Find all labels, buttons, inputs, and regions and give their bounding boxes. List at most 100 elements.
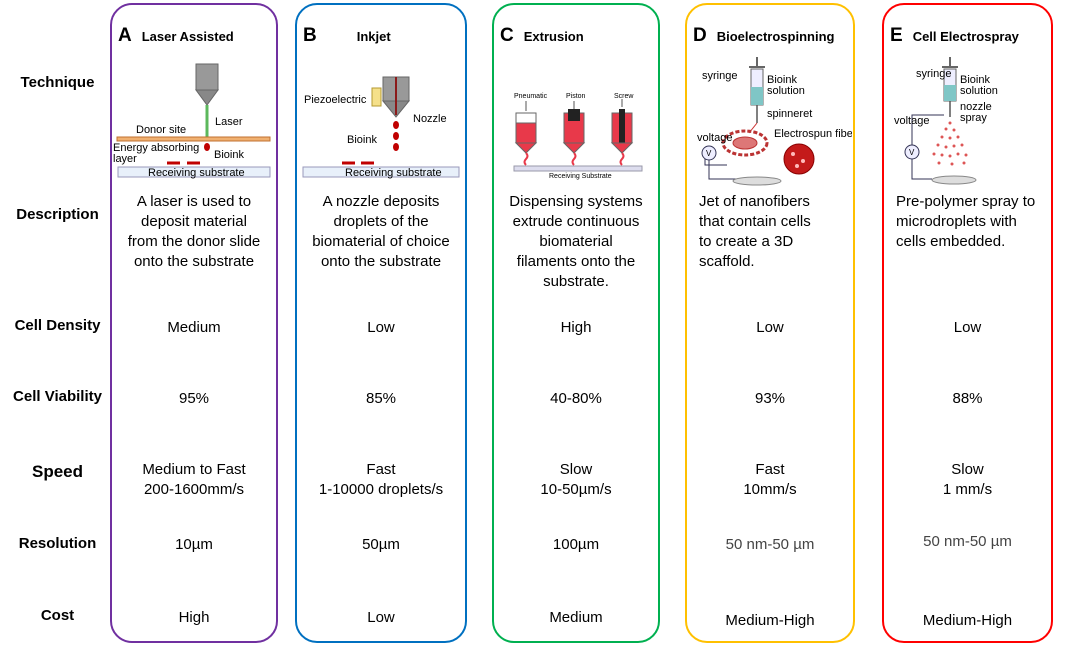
letter: D <box>693 25 707 46</box>
cost: Low <box>367 609 395 626</box>
illustration: Piezoelectric Nozzle Bioink Receiving su… <box>302 76 460 179</box>
label: Pneumatic <box>514 93 548 100</box>
description: Dispensing systems extrude continuous biom… <box>494 192 658 292</box>
resolution: 100µm <box>552 536 600 553</box>
header: B Inkjet <box>303 25 461 47</box>
description-line: Dispensing systems <box>509 193 643 210</box>
description-line: A nozzle deposits <box>322 193 440 210</box>
label: spinneret <box>767 108 812 120</box>
speed-line: Slow <box>559 461 593 478</box>
row-label: Cell Density <box>14 317 101 334</box>
label: Electrospun fiber <box>774 128 852 140</box>
cell-density: Low <box>953 319 982 336</box>
label: V <box>909 148 915 157</box>
label: Donor site <box>136 124 186 136</box>
row-label: Speed <box>31 462 84 481</box>
resolution: 50µm <box>362 536 400 553</box>
speed-line: Slow <box>951 461 984 478</box>
label: syringe <box>702 70 737 82</box>
column: A Laser Assisted Donor site Laser Energy … <box>110 3 278 643</box>
description-line: that contain cells <box>699 213 811 230</box>
cost: High <box>178 609 210 626</box>
title: Cell Electrospray <box>912 29 1019 44</box>
speed: Fast 1-10000 droplets/s <box>297 460 465 500</box>
illustration: syringe Bioink solution voltage nozzle s… <box>894 57 998 185</box>
title: Laser Assisted <box>141 29 234 44</box>
column: D Bioelectrospinning syringe Bioink solut… <box>685 3 855 643</box>
speed: Fast 10mm/s <box>687 460 853 500</box>
column: C Extrusion Pneumatic Piston Screw Receiv… <box>492 3 660 643</box>
description: A laser is used to deposit material from t… <box>112 192 276 272</box>
cell-density: Medium <box>167 319 221 336</box>
row-label: Description <box>16 206 99 223</box>
label: Energy absorbing <box>113 142 199 154</box>
speed-line: 1-10000 droplets/s <box>318 481 444 498</box>
cell-viability: 88% <box>952 390 983 407</box>
description-line: Pre-polymer spray to <box>896 193 1036 210</box>
description-line: substrate. <box>543 273 609 290</box>
illustration: Donor site Laser Energy absorbing layer … <box>113 63 271 179</box>
description: Pre-polymer spray to microdroplets with ce… <box>884 192 1051 252</box>
description-line: scaffold. <box>699 253 755 270</box>
description: Jet of nanofibers that contain cells to cr… <box>687 192 853 272</box>
column: E Cell Electrospray syringe Bioink soluti… <box>882 3 1053 643</box>
label: Bioink <box>347 134 377 146</box>
label: Piezoelectric <box>304 94 367 106</box>
label: V <box>706 149 712 158</box>
description-line: biomaterial <box>539 233 613 250</box>
description-line: cells embedded. <box>896 233 1006 250</box>
label: Nozzle <box>413 113 447 125</box>
cell-viability: 93% <box>754 390 786 407</box>
speed-line: Fast <box>366 461 396 478</box>
column: B Inkjet Piezoelectric Nozzle Bioink Rece… <box>295 3 467 643</box>
speed-line: Medium to Fast <box>142 461 246 478</box>
label: Bioink <box>767 74 797 86</box>
cell-density: Low <box>756 319 784 336</box>
label: voltage <box>697 132 732 144</box>
illustration: syringe Bioink solution spinneret voltag… <box>697 57 852 186</box>
label: nozzle <box>960 101 992 113</box>
label: Bioink <box>214 149 244 161</box>
label: Piston <box>566 93 586 100</box>
label: spray <box>960 112 987 124</box>
cost: Medium-High <box>922 612 1013 629</box>
description-line: onto the substrate <box>133 253 255 270</box>
label: voltage <box>894 115 929 127</box>
description-line: filaments onto the <box>516 253 636 270</box>
description-line: extrude continuous <box>512 213 640 230</box>
description-line: to create a 3D <box>699 233 794 250</box>
description-line: from the donor slide <box>127 233 261 250</box>
illustration: Pneumatic Piston Screw Receiving Substra… <box>513 93 643 180</box>
speed: Medium to Fast 200-1600mm/s <box>112 460 276 500</box>
label: Laser <box>215 116 243 128</box>
label: solution <box>767 85 805 97</box>
speed-line: 200-1600mm/s <box>143 481 245 498</box>
letter: A <box>118 25 132 46</box>
resolution: 50 nm-50 µm <box>725 536 815 553</box>
cell-viability: 40-80% <box>550 390 602 407</box>
row-label: Cell Viability <box>13 388 102 405</box>
header: A Laser Assisted <box>118 25 272 47</box>
label: layer <box>113 153 137 165</box>
label: Receiving substrate <box>148 167 245 179</box>
title: Bioelectrospinning <box>716 29 835 44</box>
header: D Bioelectrospinning <box>693 25 849 47</box>
header: C Extrusion <box>500 25 654 47</box>
cell-density: High <box>560 319 592 336</box>
row-label: Technique <box>20 74 95 91</box>
letter: E <box>890 25 903 46</box>
letter: B <box>303 25 317 46</box>
speed-line: 1 mm/s <box>942 481 993 498</box>
description-line: A laser is used to <box>136 193 252 210</box>
cost: Medium-High <box>725 612 815 629</box>
speed-line: 10mm/s <box>743 481 797 498</box>
row-label: Resolution <box>18 535 97 552</box>
description-line: onto the substrate <box>320 253 442 270</box>
row-label: Cost <box>40 607 75 624</box>
cell-viability: 85% <box>365 390 397 407</box>
title: Inkjet <box>356 29 391 44</box>
speed-line: 10-50µm/s <box>540 481 612 498</box>
cost: Medium <box>549 609 603 626</box>
resolution: 50 nm-50 µm <box>923 533 1012 550</box>
